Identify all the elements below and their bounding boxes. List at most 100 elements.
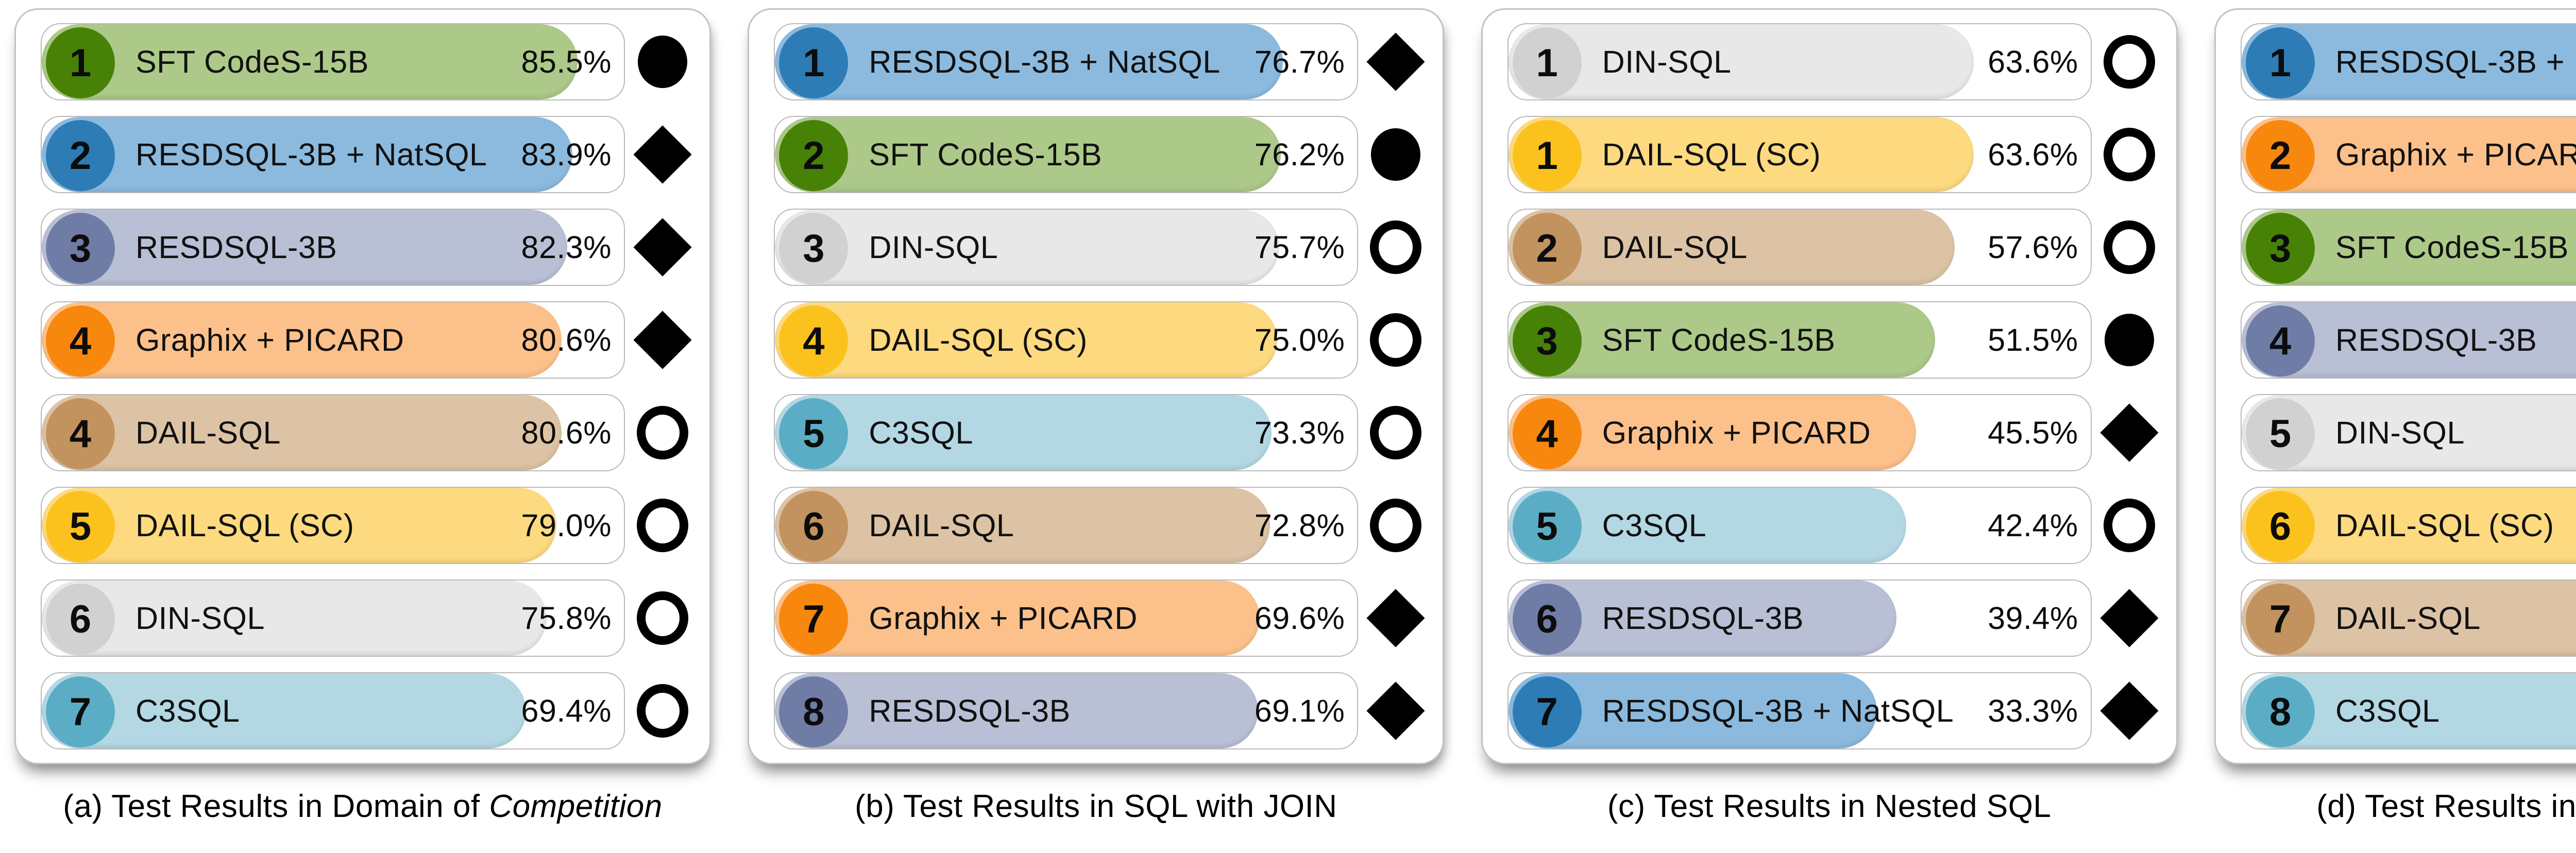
rank-badge: 2 [2245, 120, 2315, 191]
marker-cell [2092, 499, 2167, 552]
rank-badge: 1 [1512, 27, 1582, 98]
marker-cell [625, 36, 700, 88]
score-value: 80.6% [521, 322, 612, 357]
ranked-bar-row: 6 DIN-SQL 75.8% [41, 579, 700, 657]
filled-diamond-icon [1366, 589, 1425, 647]
model-label: RESDSQL-3B [1602, 601, 1804, 636]
ranked-bar-row: 4 Graphix + PICARD 80.6% [41, 301, 700, 379]
score-value: 76.7% [1254, 44, 1345, 79]
ranked-bar-row: 4 Graphix + PICARD 45.5% [1507, 394, 2167, 471]
bar-fill [775, 24, 1283, 99]
ranked-bar-row: 2 SFT CodeS-15B 76.2% [774, 116, 1433, 193]
bar-track: 5 C3SQL 73.3% [774, 394, 1359, 471]
bar-fill [775, 488, 1270, 563]
bar-track: 6 RESDSQL-3B 39.4% [1507, 579, 2092, 657]
model-label: Graphix + PICARD [2335, 137, 2576, 172]
marker-cell [1358, 128, 1433, 181]
ranked-bar-row: 3 RESDSQL-3B 82.3% [41, 209, 700, 286]
rank-badge: 3 [2245, 213, 2315, 284]
score-value: 42.4% [1988, 508, 2078, 543]
model-label: RESDSQL-3B [135, 230, 337, 265]
bar-track: 6 DAIL-SQL 72.8% [774, 487, 1359, 564]
ranked-bar-row: 1 DIN-SQL 63.6% [1507, 23, 2167, 100]
bar-track: 1 RESDSQL-3B + NatSQL 76.7% [774, 23, 1359, 100]
model-label: C3SQL [1602, 508, 1707, 543]
bar-track: 2 RESDSQL-3B + NatSQL 83.9% [41, 116, 625, 193]
rank-badge: 4 [1512, 398, 1582, 469]
marker-cell [625, 218, 700, 277]
bar-fill [1508, 117, 1974, 192]
model-label: SFT CodeS-15B [2335, 230, 2569, 265]
ranked-bar-row: 1 RESDSQL-3B + NatSQL 76.7% [774, 23, 1433, 100]
bar-track: 5 DAIL-SQL (SC) 79.0% [41, 487, 625, 564]
model-label: SFT CodeS-15B [1602, 322, 1836, 357]
bar-track: 4 Graphix + PICARD 45.5% [1507, 394, 2092, 471]
marker-cell [625, 591, 700, 645]
score-value: 79.0% [521, 508, 612, 543]
bar-track: 7 RESDSQL-3B + NatSQL 33.3% [1507, 672, 2092, 749]
open-circle-icon [2103, 220, 2155, 274]
marker-cell [2092, 220, 2167, 274]
panel-caption-italic-text: Competition [489, 789, 663, 824]
bar-fill [1508, 24, 1974, 99]
score-value: 51.5% [1988, 322, 2078, 357]
score-value: 39.4% [1988, 601, 2078, 636]
panel-caption-text: (a) Test Results in Domain of [63, 789, 489, 824]
open-circle-icon [2103, 499, 2155, 552]
bar-fill [42, 488, 557, 563]
rank-badge: 4 [46, 398, 115, 469]
score-value: 83.9% [521, 137, 612, 172]
score-value: 69.1% [1254, 693, 1345, 728]
ranked-bar-row: 4 DAIL-SQL 80.6% [41, 394, 700, 471]
rank-badge: 3 [779, 213, 849, 284]
rank-badge: 2 [46, 120, 115, 191]
model-label: Graphix + PICARD [135, 322, 404, 357]
score-value: 63.6% [1988, 137, 2078, 172]
score-value: 63.6% [1988, 44, 2078, 79]
leaderboard-panel-a: 1 SFT CodeS-15B 85.5% 2 RESDSQL-3B + NatSQL 8… [14, 8, 711, 764]
bar-fill [42, 395, 562, 470]
rank-badge: 8 [779, 676, 849, 747]
score-value: 45.5% [1988, 415, 2078, 450]
ranked-bar-row: 5 C3SQL 73.3% [774, 394, 1433, 471]
bar-track: 4 DAIL-SQL (SC) 75.0% [774, 301, 1359, 379]
bar-track: 6 DIN-SQL 75.8% [41, 579, 625, 657]
bar-track: 8 RESDSQL-3B 69.1% [774, 672, 1359, 749]
marker-cell [1358, 681, 1433, 740]
panel-group-c: 1 DIN-SQL 63.6% 1 DAIL-SQL (SC) 63.6% 2 DAIL-SQ… [1481, 8, 2178, 825]
model-label: DIN-SQL [2335, 415, 2465, 450]
rank-badge: 7 [779, 584, 849, 655]
model-label: DAIL-SQL (SC) [1602, 137, 1821, 172]
rank-badge: 1 [1512, 120, 1582, 191]
bar-fill [775, 673, 1259, 748]
marker-cell [2092, 589, 2167, 647]
ranked-bar-row: 4 DAIL-SQL (SC) 75.0% [774, 301, 1433, 379]
marker-cell [2092, 128, 2167, 181]
rank-badge: 6 [46, 584, 115, 655]
open-circle-icon [2103, 128, 2155, 181]
bar-fill [42, 210, 568, 285]
open-circle-icon [637, 684, 688, 738]
marker-cell [1358, 220, 1433, 274]
model-label: DAIL-SQL [2335, 601, 2481, 636]
filled-diamond-icon [633, 311, 692, 369]
filled-diamond-icon [1366, 32, 1425, 91]
panel-caption: (b) Test Results in SQL with JOIN [748, 788, 1444, 825]
rank-badge: 8 [2245, 676, 2315, 747]
model-label: C3SQL [135, 693, 240, 728]
model-label: SFT CodeS-15B [135, 44, 369, 79]
ranked-bar-row: 3 SFT CodeS-15B 51.5% [1507, 301, 2167, 379]
model-label: DAIL-SQL (SC) [2335, 508, 2554, 543]
ranked-bar-row: 2 RESDSQL-3B + NatSQL 83.9% [41, 116, 700, 193]
ranked-bar-row: 8 RESDSQL-3B 69.1% [774, 672, 1433, 749]
bar-track: 1 DAIL-SQL (SC) 63.6% [1507, 116, 2092, 193]
leaderboard-panel-c: 1 DIN-SQL 63.6% 1 DAIL-SQL (SC) 63.6% 2 DAIL-SQ… [1481, 8, 2178, 764]
